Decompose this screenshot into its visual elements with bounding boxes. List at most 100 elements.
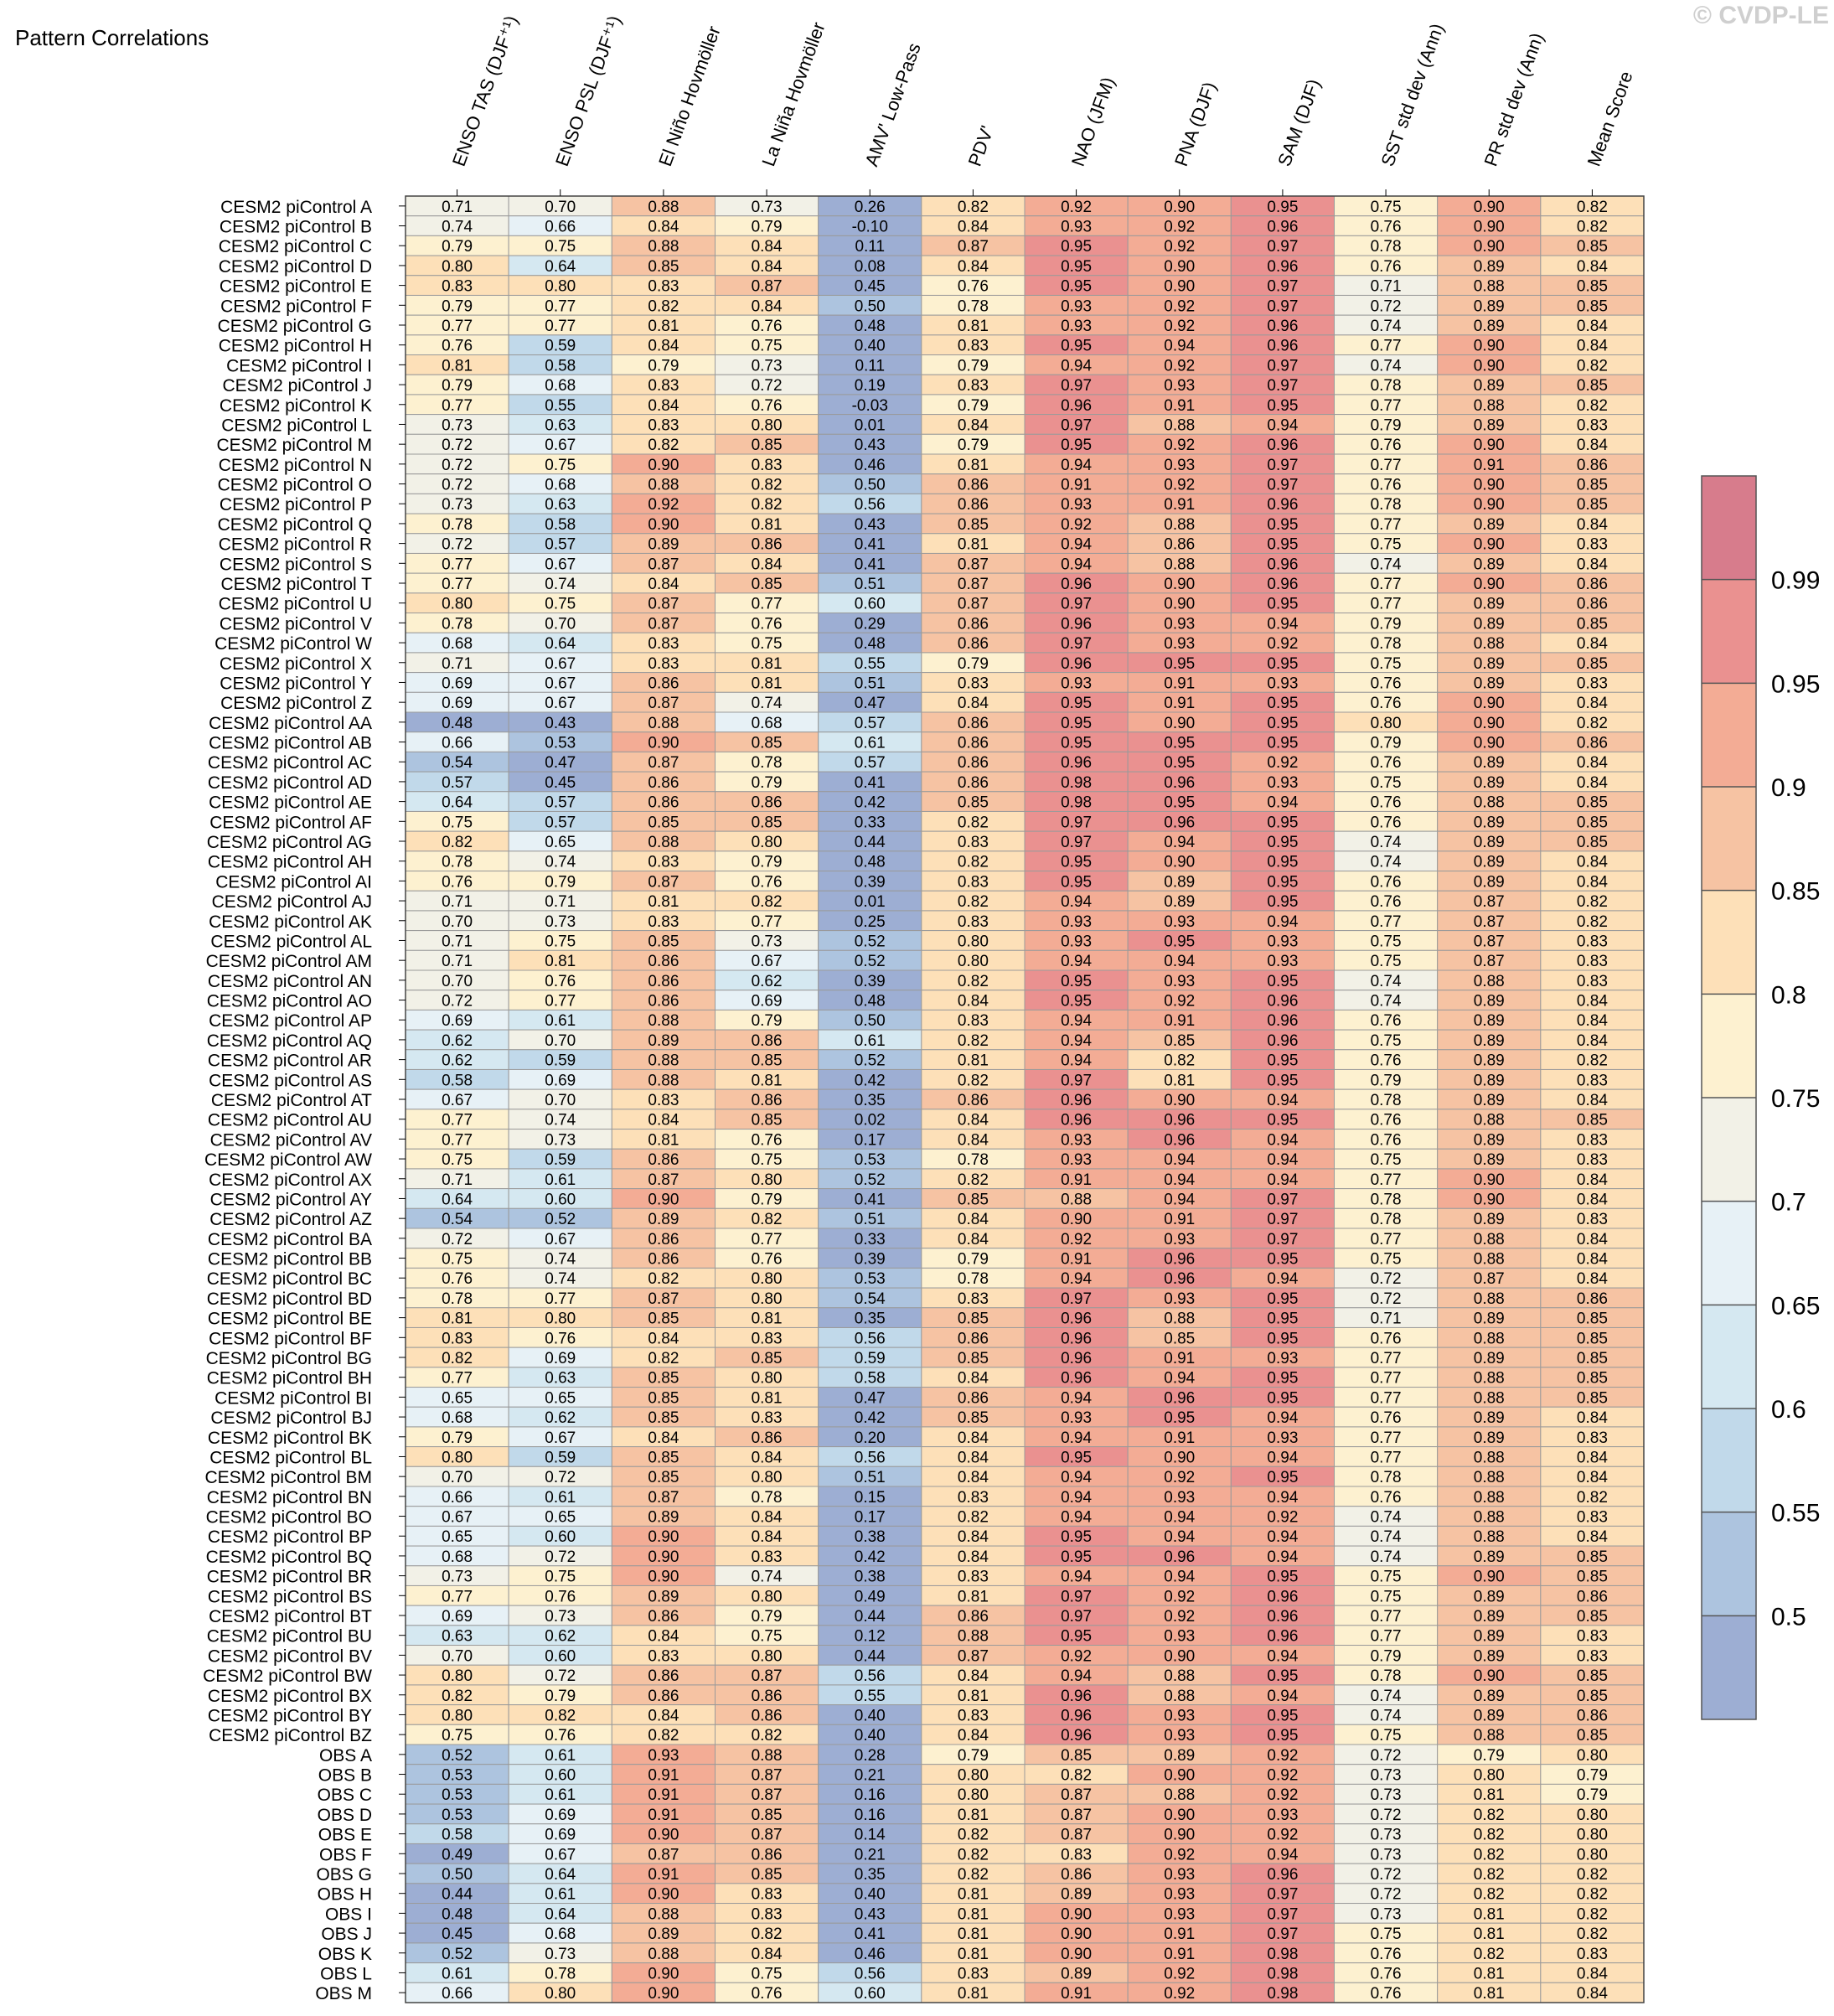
cell-value: 0.77	[442, 1370, 473, 1388]
cell-value: 0.85	[1577, 1548, 1608, 1566]
cell-value: 0.86	[1577, 735, 1608, 752]
cell-value: 0.75	[1371, 933, 1402, 950]
cell-value: 0.88	[1164, 556, 1195, 573]
cell-value: 0.92	[1267, 1747, 1298, 1765]
cell-value: 0.38	[855, 1528, 886, 1546]
cell-value: 0.47	[855, 1389, 886, 1407]
cell-value: 0.11	[855, 238, 885, 256]
cell-value: 0.97	[1061, 834, 1092, 851]
cell-value: 0.83	[958, 1290, 989, 1308]
cell-value: 0.60	[545, 1191, 576, 1208]
cell-value: 0.94	[1267, 1528, 1298, 1546]
cell-value: 0.91	[1164, 695, 1195, 712]
cell-value: 0.48	[855, 854, 886, 871]
row-label: CESM2 piControl AM	[206, 952, 372, 971]
cell-value: 0.58	[545, 516, 576, 534]
cell-value: 0.96	[1164, 1251, 1195, 1269]
cell-value: 0.77	[545, 318, 576, 335]
cell-value: 0.53	[855, 1151, 886, 1169]
cell-value: 0.95	[1267, 1469, 1298, 1486]
cell-value: 0.95	[1061, 695, 1092, 712]
cell-value: 0.83	[648, 416, 679, 434]
cell-value: 0.82	[1577, 893, 1608, 911]
cell-value: 0.83	[1577, 953, 1608, 970]
cell-value: 0.88	[1474, 1528, 1505, 1546]
cell-value: 0.86	[1577, 1588, 1608, 1605]
cell-value: 0.76	[752, 615, 783, 633]
row-label: CESM2 piControl AH	[208, 853, 372, 872]
cell-value: 0.76	[1371, 1112, 1402, 1129]
cell-value: 0.75	[1371, 655, 1402, 673]
cell-value: 0.83	[958, 1707, 989, 1724]
cell-value: 0.95	[1267, 973, 1298, 990]
cell-value: 0.94	[1267, 615, 1298, 633]
cell-value: 0.90	[1061, 1926, 1092, 1943]
cell-value: 0.82	[958, 1171, 989, 1189]
cell-value: 0.93	[1164, 377, 1195, 395]
cell-value: 0.83	[958, 873, 989, 891]
cell-value: 0.72	[1371, 1807, 1402, 1824]
cell-value: 0.84	[1577, 1528, 1608, 1546]
cell-value: 0.12	[855, 1628, 886, 1646]
cell-value: 0.65	[545, 1509, 576, 1527]
cell-value: 0.84	[958, 1112, 989, 1129]
cell-value: 0.53	[545, 735, 576, 752]
cell-value: 0.64	[545, 258, 576, 276]
cell-value: 0.89	[1474, 1012, 1505, 1030]
cell-value: 0.93	[1164, 457, 1195, 474]
cell-value: 0.96	[1164, 1131, 1195, 1149]
row-label: OBS L	[320, 1964, 372, 1983]
cell-value: 0.83	[958, 377, 989, 395]
cell-value: 0.84	[1577, 1270, 1608, 1288]
row-label: CESM2 piControl G	[218, 317, 372, 336]
cell-value: 0.74	[1371, 993, 1402, 1011]
cell-value: 0.90	[1061, 1946, 1092, 1963]
row-label: CESM2 piControl BM	[204, 1468, 372, 1487]
cell-value: 0.89	[1164, 873, 1195, 891]
cell-value: 0.95	[1061, 278, 1092, 296]
cell-value: 0.95	[1267, 1330, 1298, 1347]
cell-value: 0.40	[855, 338, 886, 355]
cell-value: 0.88	[648, 199, 679, 216]
cell-value: 0.88	[1061, 1191, 1092, 1208]
cell-value: 0.81	[958, 1807, 989, 1824]
cell-value: 0.79	[442, 238, 473, 256]
cell-value: 0.85	[1577, 1370, 1608, 1388]
cell-value: 0.95	[1164, 735, 1195, 752]
cell-value: 0.85	[752, 437, 783, 454]
cell-value: 0.83	[1577, 1429, 1608, 1447]
row-label: CESM2 piControl C	[219, 237, 372, 256]
row-label: CESM2 piControl R	[219, 535, 372, 555]
cell-value: 0.63	[545, 416, 576, 434]
cell-value: 0.79	[442, 1429, 473, 1447]
cell-value: 0.73	[442, 496, 473, 514]
cell-value: 0.82	[1577, 1489, 1608, 1507]
cell-value: 0.70	[442, 1647, 473, 1665]
cell-value: 0.75	[1371, 1251, 1402, 1269]
cell-value: 0.86	[648, 1667, 679, 1685]
cell-value: 0.39	[855, 973, 886, 990]
cell-value: 0.85	[752, 576, 783, 593]
cell-value: 0.01	[855, 416, 886, 434]
cell-value: 0.77	[1371, 913, 1402, 931]
cell-value: 0.93	[1267, 1807, 1298, 1824]
cell-value: 0.97	[1061, 1608, 1092, 1626]
row-label: CESM2 piControl K	[220, 396, 372, 416]
cell-value: 0.85	[1061, 1747, 1092, 1765]
cell-value: 0.89	[1474, 1608, 1505, 1626]
cell-value: 0.83	[752, 1905, 783, 1923]
cell-value: 0.73	[545, 913, 576, 931]
cell-value: 0.87	[1474, 893, 1505, 911]
cell-value: 0.75	[442, 1251, 473, 1269]
cell-value: 0.43	[855, 437, 886, 454]
cell-value: 0.74	[1371, 318, 1402, 335]
cell-value: 0.79	[1371, 416, 1402, 434]
cell-value: 0.62	[442, 1032, 473, 1050]
cell-value: 0.79	[648, 357, 679, 375]
cell-value: 0.89	[1474, 258, 1505, 276]
cell-value: 0.76	[1371, 1052, 1402, 1070]
cell-value: 0.80	[958, 933, 989, 950]
cell-value: 0.96	[1061, 754, 1092, 772]
cell-value: 0.88	[1474, 278, 1505, 296]
cell-value: 0.84	[752, 1449, 783, 1466]
